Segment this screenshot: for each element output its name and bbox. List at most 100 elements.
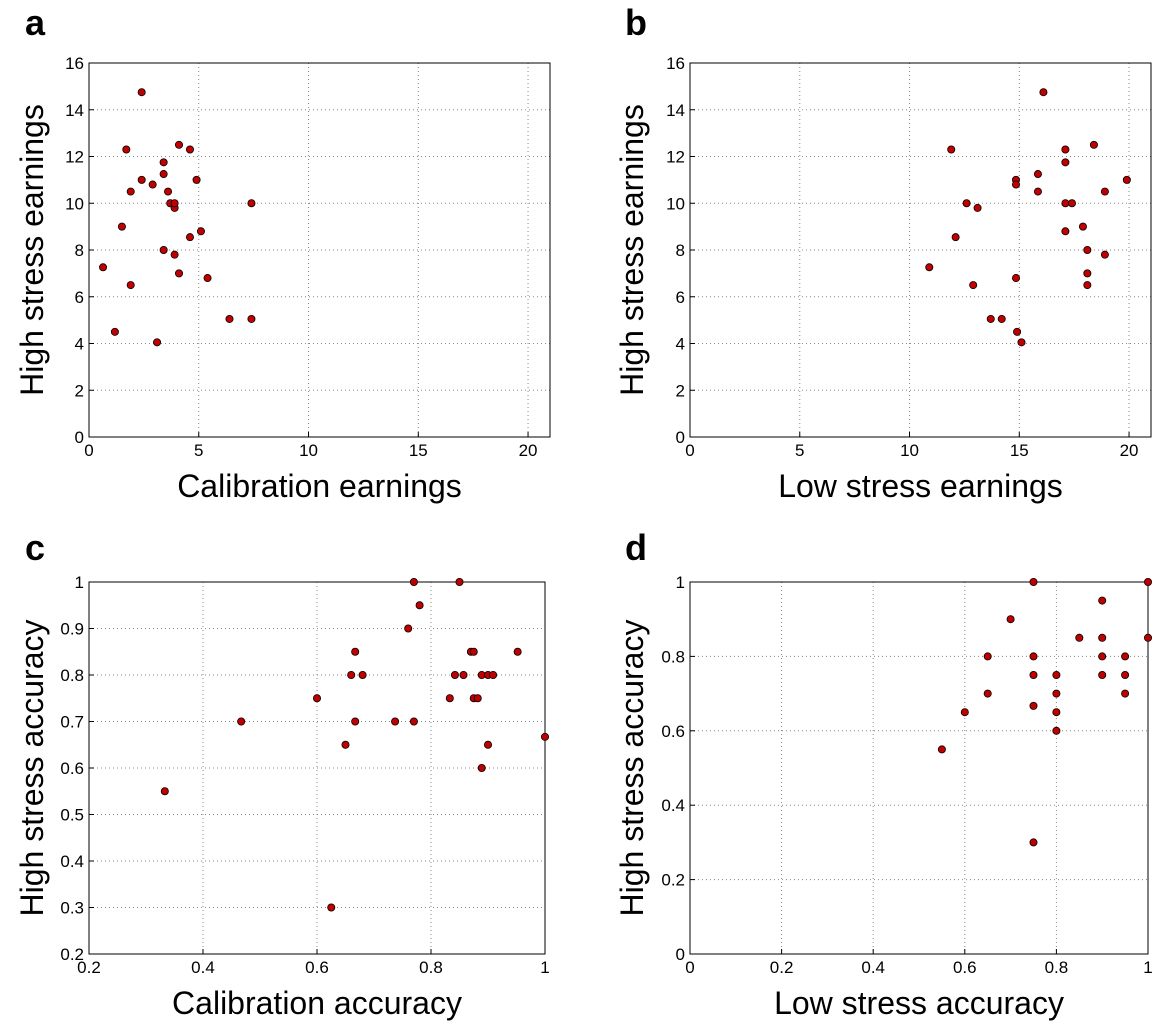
- point: [237, 717, 246, 726]
- point: [1061, 158, 1070, 167]
- point: [1029, 578, 1038, 587]
- point: [983, 652, 992, 661]
- x-tick-label: 20: [519, 441, 538, 460]
- axes-frame: [689, 62, 1152, 438]
- y-tick-label: 2: [75, 381, 84, 400]
- x-tick-label: 0.4: [861, 958, 885, 977]
- point: [351, 647, 360, 656]
- x-tick-label: 0.2: [77, 958, 101, 977]
- point: [1098, 596, 1107, 605]
- point: [541, 732, 550, 741]
- x-axis-label: Low stress accuracy: [774, 985, 1064, 1021]
- y-tick-label: 2: [676, 381, 685, 400]
- point: [1011, 274, 1020, 283]
- y-tick-label: 4: [676, 335, 685, 354]
- point: [192, 175, 201, 184]
- point: [1089, 140, 1098, 149]
- y-tick-label: 0.6: [60, 759, 84, 778]
- y-tick-label: 0.4: [60, 852, 84, 871]
- y-tick-label: 0.6: [661, 722, 685, 741]
- x-tick-label: 10: [299, 441, 318, 460]
- point: [160, 787, 169, 796]
- plot-area: [690, 63, 1151, 437]
- point: [983, 689, 992, 698]
- x-tick-label: 1: [540, 958, 549, 977]
- point: [969, 281, 978, 290]
- point: [973, 203, 982, 212]
- point: [1075, 633, 1084, 642]
- point: [1083, 245, 1092, 254]
- y-tick-label: 16: [666, 54, 685, 73]
- point: [1052, 671, 1061, 680]
- point: [225, 314, 234, 323]
- point: [1033, 170, 1042, 179]
- y-tick-label: 6: [676, 288, 685, 307]
- point: [175, 269, 184, 278]
- y-tick-label: 0.8: [661, 647, 685, 666]
- point: [159, 170, 168, 179]
- point: [960, 708, 969, 717]
- x-tick-label: 0: [84, 441, 93, 460]
- point: [1039, 88, 1048, 97]
- y-tick-label: 0.3: [60, 899, 84, 918]
- point: [1052, 726, 1061, 735]
- y-tick-label: 0.5: [60, 806, 84, 825]
- point: [1033, 187, 1042, 196]
- point: [391, 717, 400, 726]
- point: [986, 314, 995, 323]
- point: [137, 175, 146, 184]
- point: [327, 903, 336, 912]
- point: [117, 222, 126, 231]
- point: [1121, 671, 1130, 680]
- y-tick-label: 8: [75, 241, 84, 260]
- point: [126, 281, 135, 290]
- x-tick-label: 1: [1143, 958, 1152, 977]
- point: [1122, 175, 1131, 184]
- y-tick-label: 16: [65, 54, 84, 73]
- point: [997, 314, 1006, 323]
- point: [196, 227, 205, 236]
- point: [1144, 633, 1153, 642]
- point: [409, 578, 418, 587]
- point: [1061, 199, 1070, 208]
- point: [1017, 338, 1026, 347]
- plot-area: [89, 63, 550, 437]
- axes-frame: [88, 62, 551, 438]
- point: [415, 601, 424, 610]
- point: [1029, 838, 1038, 847]
- x-tick-label: 0.6: [305, 958, 329, 977]
- point: [148, 180, 157, 189]
- plot-area: [690, 582, 1148, 954]
- point: [1100, 187, 1109, 196]
- panel-label: a: [25, 2, 46, 43]
- point: [1029, 671, 1038, 680]
- x-tick-label: 0.4: [191, 958, 215, 977]
- y-tick-label: 1: [75, 573, 84, 592]
- point: [358, 671, 367, 680]
- point: [1029, 652, 1038, 661]
- x-tick-label: 15: [409, 441, 428, 460]
- point: [1006, 615, 1015, 624]
- panel-label: c: [25, 527, 45, 568]
- point: [1011, 180, 1020, 189]
- point: [489, 671, 498, 680]
- y-tick-label: 12: [65, 148, 84, 167]
- y-tick-label: 0.2: [60, 945, 84, 964]
- x-tick-label: 5: [795, 441, 804, 460]
- y-tick-label: 6: [75, 288, 84, 307]
- point: [247, 314, 256, 323]
- point: [1013, 327, 1022, 336]
- point: [137, 88, 146, 97]
- x-tick-label: 0: [685, 441, 694, 460]
- x-axis-label: Calibration accuracy: [172, 985, 462, 1021]
- axes-frame: [88, 581, 546, 955]
- point: [1061, 145, 1070, 154]
- point: [937, 745, 946, 754]
- point: [347, 671, 356, 680]
- point: [1144, 578, 1153, 587]
- x-tick-label: 0: [685, 958, 694, 977]
- point: [341, 740, 350, 749]
- point: [925, 263, 934, 272]
- point: [351, 717, 360, 726]
